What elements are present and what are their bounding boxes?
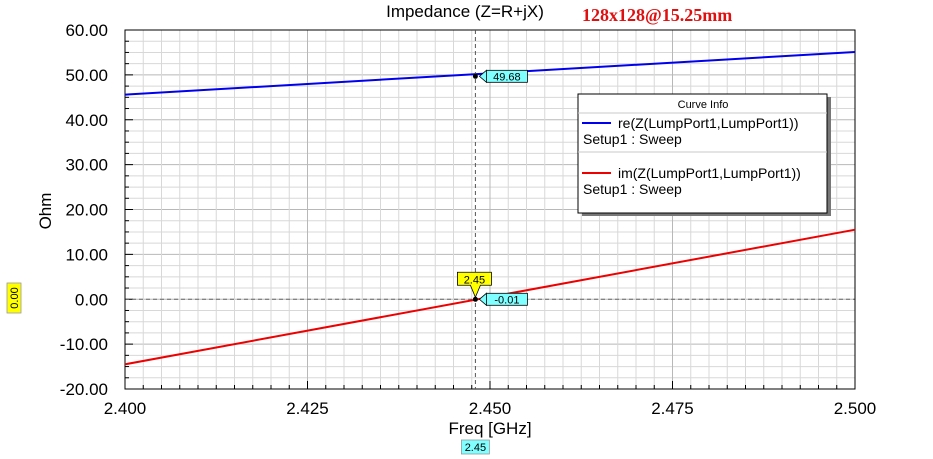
- x-tick-label: 2.425: [286, 399, 329, 418]
- x-tick-label: 2.450: [469, 399, 512, 418]
- y-tick-label: 60.00: [65, 21, 108, 40]
- marker-arrow: [478, 292, 487, 307]
- x-axis: 2.400 2.425 2.450 2.475 2.500: [104, 399, 877, 418]
- y-tick-label: 30.00: [65, 156, 108, 175]
- x-tick-label: 2.500: [834, 399, 877, 418]
- legend-series-setup: Setup1 : Sweep: [583, 131, 682, 147]
- marker-group[interactable]: 49.68 -0.01 2.45 2.45 0.00: [6, 30, 528, 455]
- y-tick-label: 0.00: [75, 290, 108, 309]
- legend-series-name: im(Z(LumpPort1,LumpPort1)): [618, 165, 801, 181]
- x-tick-label: 2.400: [104, 399, 147, 418]
- chart-title: Impedance (Z=R+jX): [386, 2, 544, 21]
- legend-series-setup: Setup1 : Sweep: [583, 181, 682, 197]
- plot-frame: [124, 29, 856, 390]
- y-tick-label: 50.00: [65, 66, 108, 85]
- chart-annotation: 128x128@15.25mm: [582, 5, 732, 25]
- y-tick-label: 20.00: [65, 201, 108, 220]
- y-axis-readout-box: [6, 282, 22, 314]
- x-axis-readout: 2.45: [465, 442, 486, 454]
- y-tick-label: 40.00: [65, 111, 108, 130]
- y-tick-label: 10.00: [65, 245, 108, 264]
- y-axis-label: Ohm: [36, 193, 55, 230]
- y-axis-readout: 0.00: [9, 287, 21, 308]
- x-marker-label: 2.45: [464, 274, 485, 286]
- y-tick-label: -10.00: [60, 335, 108, 354]
- legend-title: Curve Info: [678, 99, 729, 111]
- marker-value-label: 49.68: [493, 71, 521, 83]
- x-axis-label: Freq [GHz]: [448, 419, 531, 438]
- marker-value-label: -0.01: [494, 294, 519, 306]
- legend-series-name: re(Z(LumpPort1,LumpPort1)): [618, 115, 799, 131]
- marker-arrow: [478, 69, 487, 84]
- legend[interactable]: Curve Infore(Z(LumpPort1,LumpPort1))Setu…: [577, 93, 831, 216]
- y-tick-label: -20.00: [60, 380, 108, 399]
- marker-value-box[interactable]: [485, 69, 528, 83]
- marker-point: [472, 296, 478, 302]
- marker-value-box[interactable]: [485, 292, 528, 306]
- legend-box: [577, 93, 828, 214]
- x-tick-label: 2.475: [651, 399, 694, 418]
- x-axis-readout-box: [460, 439, 490, 455]
- marker-point: [472, 73, 478, 79]
- y-axis: 60.00 50.00 40.00 30.00 20.00 10.00 0.00 -10.00…: [60, 21, 108, 399]
- x-marker-flag[interactable]: [456, 271, 492, 299]
